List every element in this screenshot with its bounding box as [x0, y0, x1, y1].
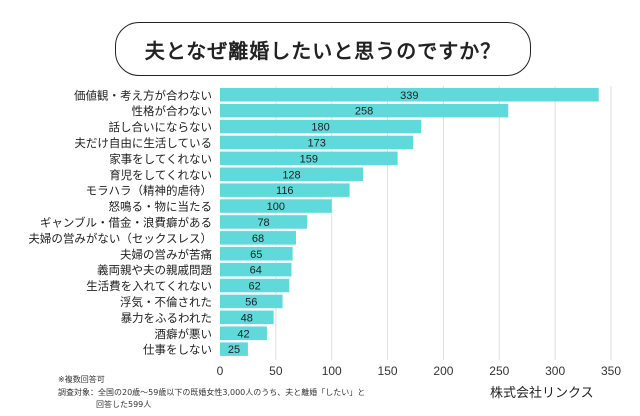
- survey-note-line2: 回答した599人: [96, 400, 152, 409]
- bar-value-label: 68: [252, 233, 264, 245]
- bar-value-label: 62: [249, 281, 261, 293]
- x-tick-label: 0: [217, 364, 224, 378]
- bar: [220, 310, 274, 325]
- bar-value-label: 48: [241, 312, 253, 324]
- multiple-answer-note: ※複数回答可: [58, 375, 105, 384]
- bar-value-label: 42: [237, 328, 249, 340]
- bar: [220, 135, 414, 150]
- category-label: 話し合いにならない: [109, 120, 213, 134]
- category-label: 夫だけ自由に生活している: [74, 136, 212, 150]
- bar: [220, 247, 293, 261]
- x-tick-label: 50: [269, 364, 283, 378]
- bar: [220, 183, 350, 197]
- category-label: 義両親や夫の親戚問題: [97, 263, 212, 277]
- x-tick-label: 200: [433, 364, 453, 378]
- bar: [220, 262, 292, 277]
- bar-value-label: 116: [276, 185, 294, 197]
- x-tick-label: 150: [378, 364, 398, 378]
- bar: [220, 278, 290, 293]
- category-label: 価値観・考え方が合わない: [74, 88, 212, 102]
- title-box: 夫となぜ離婚したいと思うのですか？: [115, 22, 531, 76]
- category-label: 生活費を入れてくれない: [86, 279, 212, 293]
- bar-value-label: 173: [307, 137, 325, 149]
- bar: [220, 103, 509, 118]
- bar-value-label: 128: [282, 169, 300, 181]
- bar: [220, 199, 332, 213]
- bar: [220, 215, 308, 229]
- category-label: 暴力をふるわれた: [121, 311, 212, 325]
- bar: [220, 231, 296, 245]
- bar: [220, 119, 422, 134]
- category-label: 家事をしてくれない: [109, 152, 212, 166]
- bar-value-label: 258: [355, 106, 373, 118]
- bar-value-label: 339: [400, 90, 418, 102]
- bar-value-label: 78: [257, 217, 269, 229]
- bar: [220, 326, 267, 340]
- category-label: 怒鳴る・物に当たる: [109, 200, 213, 214]
- category-label: 性格が合わない: [132, 104, 213, 118]
- bar: [220, 294, 283, 309]
- x-tick-label: 300: [545, 364, 565, 378]
- category-label: 夫婦の営みがない（セックスレス）: [28, 231, 212, 245]
- survey-note-line1: 調査対象：全国の20歳〜59歳以下の既婚女性3,000人のうち、夫と離婚「したい…: [58, 388, 366, 397]
- bar: [220, 342, 248, 356]
- category-label: ギャンブル・借金・浪費癖がある: [40, 215, 212, 229]
- bar-value-label: 64: [250, 265, 262, 277]
- bar: [220, 167, 363, 181]
- bar-value-label: 25: [228, 344, 240, 356]
- x-tick-label: 350: [601, 364, 621, 378]
- bar: [220, 151, 398, 166]
- bar-value-label: 65: [250, 249, 262, 261]
- bar-value-label: 159: [300, 153, 318, 165]
- x-tick-label: 250: [489, 364, 509, 378]
- bar: [220, 88, 599, 102]
- chart-title: 夫となぜ離婚したいと思うのですか？: [144, 38, 502, 63]
- category-label: モラハラ（精神的虐待）: [86, 184, 212, 198]
- bar-value-label: 56: [245, 296, 257, 308]
- x-tick-label: 100: [322, 364, 342, 378]
- category-label: 育児をしてくれない: [109, 168, 212, 182]
- category-label: 浮気・不倫された: [120, 295, 212, 309]
- category-label: 夫婦の営みが苦痛: [120, 247, 212, 261]
- bar-value-label: 100: [267, 201, 285, 213]
- company-name: 株式会社リンクス: [490, 386, 594, 401]
- bar-value-label: 180: [311, 122, 329, 134]
- category-label: 仕事をしない: [143, 343, 212, 357]
- category-label: 酒癖が悪い: [155, 327, 213, 341]
